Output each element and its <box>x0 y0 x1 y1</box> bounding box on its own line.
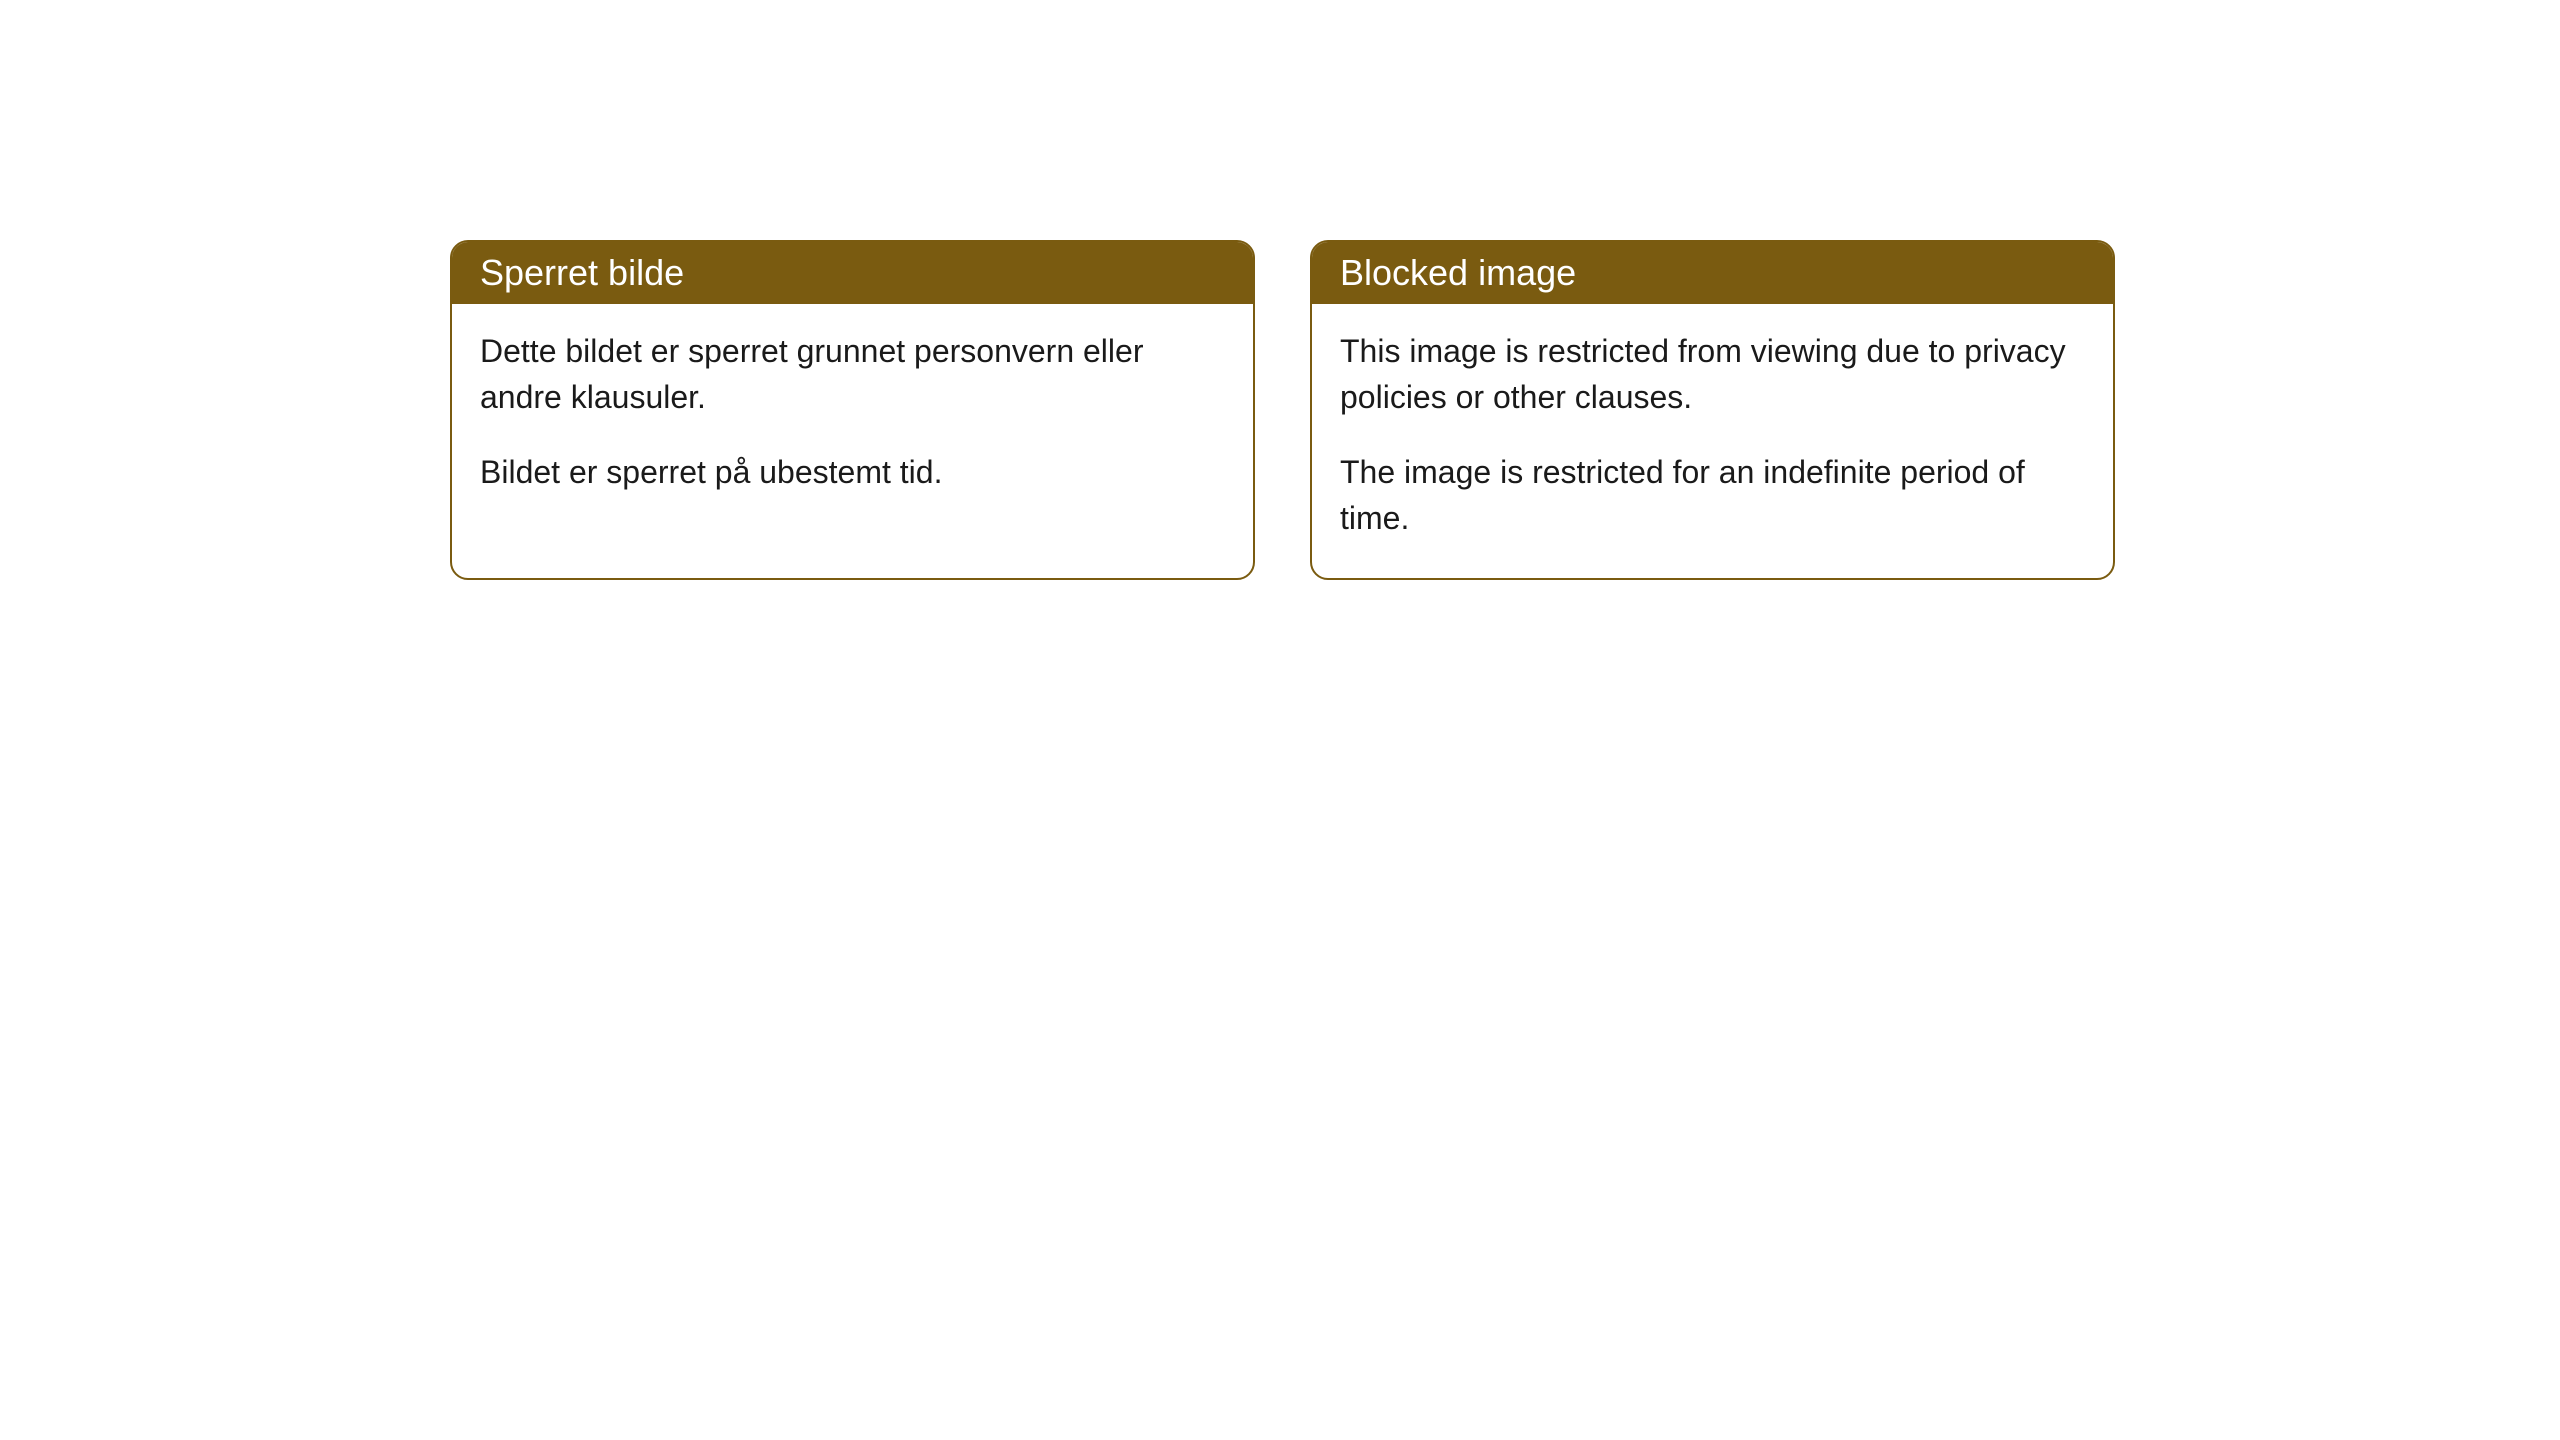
notice-container: Sperret bilde Dette bildet er sperret gr… <box>450 240 2115 580</box>
notice-paragraph: The image is restricted for an indefinit… <box>1340 449 2085 542</box>
notice-card-norwegian: Sperret bilde Dette bildet er sperret gr… <box>450 240 1255 580</box>
notice-card-english: Blocked image This image is restricted f… <box>1310 240 2115 580</box>
notice-paragraph: This image is restricted from viewing du… <box>1340 328 2085 421</box>
notice-title: Sperret bilde <box>480 252 684 293</box>
notice-header: Blocked image <box>1312 242 2113 304</box>
notice-paragraph: Dette bildet er sperret grunnet personve… <box>480 328 1225 421</box>
notice-paragraph: Bildet er sperret på ubestemt tid. <box>480 449 1225 495</box>
notice-body: Dette bildet er sperret grunnet personve… <box>452 304 1253 531</box>
notice-body: This image is restricted from viewing du… <box>1312 304 2113 578</box>
notice-title: Blocked image <box>1340 252 1576 293</box>
notice-header: Sperret bilde <box>452 242 1253 304</box>
